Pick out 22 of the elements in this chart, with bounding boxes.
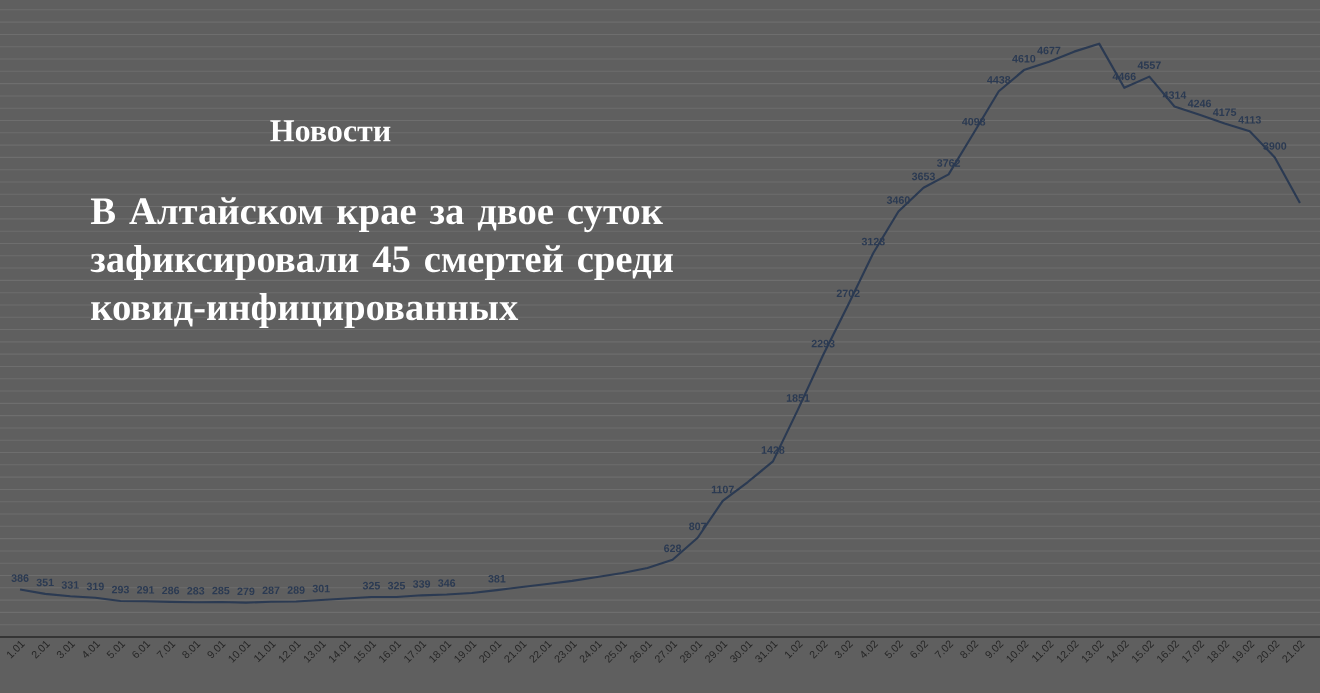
x-tick-label: 1.01 xyxy=(7,640,25,659)
data-label: 807 xyxy=(689,522,707,531)
data-label: 325 xyxy=(387,581,406,590)
data-label: 285 xyxy=(212,586,230,595)
data-label: 4610 xyxy=(1012,54,1036,63)
data-label: 4113 xyxy=(1238,116,1261,124)
data-label: 301 xyxy=(312,584,330,593)
data-label: 283 xyxy=(187,587,205,595)
data-label: 1107 xyxy=(711,485,734,494)
data-label: 325 xyxy=(362,581,380,590)
data-label: 293 xyxy=(111,585,129,594)
data-label: 331 xyxy=(61,581,79,589)
data-label: 628 xyxy=(664,544,682,553)
text: Новости xyxy=(270,120,391,142)
data-label: 286 xyxy=(162,586,180,595)
data-label: 319 xyxy=(86,582,104,591)
data-label: 291 xyxy=(137,586,155,594)
data-label: 381 xyxy=(488,574,506,583)
text: В Алтайском крае за двое суток зафиксировали 45 смертей среди ковид-инфицированных xyxy=(90,197,673,329)
data-label: 386 xyxy=(11,574,29,582)
data-label: 289 xyxy=(287,586,305,594)
data-label: 287 xyxy=(262,586,280,595)
